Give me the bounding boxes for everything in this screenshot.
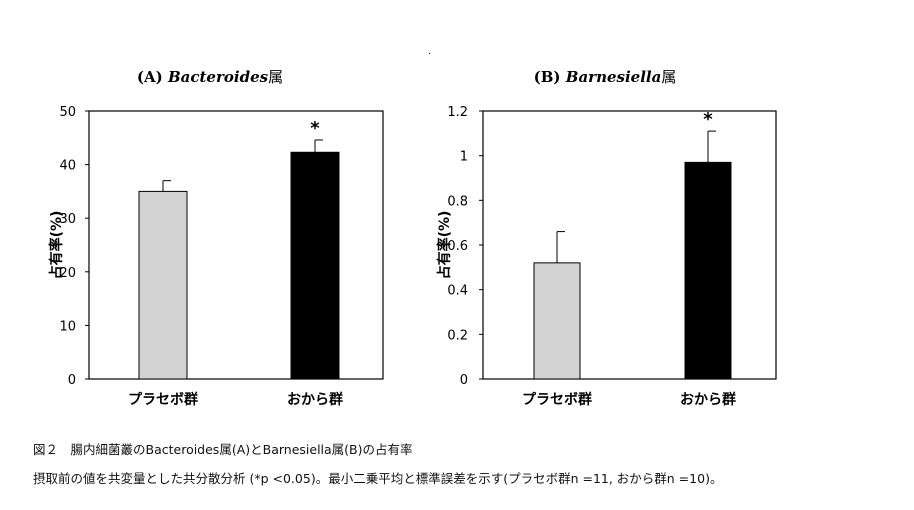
chart-b-bar [684, 161, 732, 380]
chart-b-ytick-label: 0 [460, 373, 468, 388]
chart-a-category-label: おから群 [287, 391, 343, 408]
figure-caption-title: 図２ 腸内細菌叢のBacteroides属(A)とBarnesiella属(B)… [33, 442, 413, 457]
chart-a-plot-frame [88, 110, 384, 380]
chart-b-ytick-label: 0.6 [447, 239, 468, 254]
chart-b-category-label: おから群 [680, 391, 736, 408]
chart-a-bar [290, 151, 340, 380]
chart-b-ytick-label: 1.2 [447, 105, 468, 120]
chart-a-title: (A) Bacteroides属 [137, 68, 283, 86]
chart-a-ytick-label: 50 [59, 105, 76, 120]
chart-b-ytick-label: 1 [460, 150, 468, 165]
chart-b-y-axis-label: 占有率(%) [436, 211, 453, 280]
stray-dot: . [428, 46, 432, 57]
figure-caption-note: 摂取前の値を共変量とした共分散分析 (*p <0.05)。最小二乗平均と標準誤差… [33, 471, 723, 486]
chart-a-ytick-label: 10 [59, 319, 76, 334]
chart-b-svg: (B) Barnesiella属 0 0.2 0.4 0.6 0.8 1 1.2 占有率(%) プ… [436, 68, 777, 408]
chart-b-bar [533, 262, 581, 380]
chart-b-ytick-label: 0.4 [447, 284, 468, 299]
chart-panel-a: (A) Bacteroides属 0 10 20 30 40 50 占有率(%) プラセボ群 * お… [0, 0, 457, 430]
chart-a-y-axis-label: 占有率(%) [48, 211, 65, 280]
chart-panel-b: (B) Barnesiella属 0 0.2 0.4 0.6 0.8 1 1.2 占有率(%) プ… [430, 0, 914, 430]
chart-b-title: (B) Barnesiella属 [534, 68, 677, 86]
chart-a-svg: (A) Bacteroides属 0 10 20 30 40 50 占有率(%) プラセボ群 * お… [48, 68, 384, 408]
chart-b-ytick-label: 0.8 [447, 194, 468, 209]
chart-a-ytick-label: 40 [59, 159, 76, 174]
chart-b-category-label: プラセボ群 [522, 391, 592, 408]
chart-a-ytick-label: 30 [59, 212, 76, 227]
chart-b-ytick-label: 0.2 [447, 328, 468, 343]
chart-b-significance-mark: * [703, 109, 713, 130]
chart-a-category-label: プラセボ群 [128, 391, 198, 408]
chart-a-ytick-label: 0 [68, 373, 76, 388]
chart-a-bar [138, 190, 188, 380]
chart-a-significance-mark: * [310, 118, 320, 139]
chart-b-plot-frame [482, 110, 777, 380]
chart-a-ytick-label: 20 [59, 266, 76, 281]
